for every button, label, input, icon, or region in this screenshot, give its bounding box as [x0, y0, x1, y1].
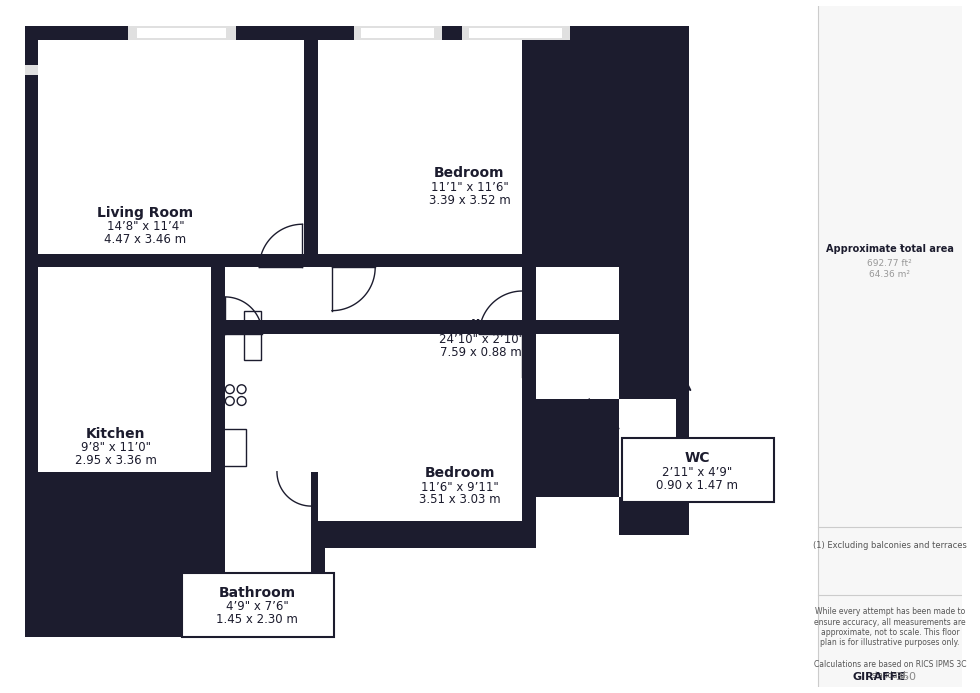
Text: 0.90 x 1.47 m: 0.90 x 1.47 m — [657, 479, 738, 491]
Bar — [211, 267, 536, 334]
Text: Bedroom: Bedroom — [424, 466, 495, 480]
Bar — [354, 26, 442, 40]
Text: Calculations are based on RICS IPMS 3C
standard.: Calculations are based on RICS IPMS 3C s… — [813, 660, 966, 680]
Bar — [818, 6, 962, 687]
Bar — [24, 26, 536, 267]
Bar — [137, 28, 226, 37]
Text: While every attempt has been made to
ensure accuracy, all measurements are
appro: While every attempt has been made to ens… — [814, 607, 965, 647]
Text: 3.51 x 3.03 m: 3.51 x 3.03 m — [418, 493, 501, 507]
Bar — [318, 40, 522, 254]
Bar — [224, 472, 312, 623]
Bar — [220, 428, 246, 466]
Bar — [621, 439, 774, 502]
Text: 24’10" x 2’10": 24’10" x 2’10" — [439, 333, 523, 346]
Bar — [318, 334, 536, 534]
Text: 1.45 x 2.30 m: 1.45 x 2.30 m — [217, 613, 298, 626]
Bar — [362, 28, 434, 37]
Bar — [224, 267, 522, 320]
Bar — [244, 310, 262, 360]
Bar — [24, 486, 38, 534]
Text: 2.95 x 3.36 m: 2.95 x 3.36 m — [74, 454, 157, 467]
Bar — [24, 486, 224, 637]
Bar — [127, 26, 236, 40]
Text: 360: 360 — [895, 672, 916, 682]
Bar — [469, 28, 562, 37]
Bar — [536, 334, 618, 399]
Text: 11’1" x 11’6": 11’1" x 11’6" — [430, 181, 509, 194]
Text: Kitchen: Kitchen — [86, 427, 146, 441]
Text: 9’8" x 11’0": 9’8" x 11’0" — [81, 441, 151, 455]
Bar — [38, 40, 305, 254]
Text: 7.59 x 0.88 m: 7.59 x 0.88 m — [440, 346, 522, 359]
Bar — [536, 26, 690, 267]
Text: Living Room: Living Room — [97, 206, 193, 220]
Bar — [618, 399, 675, 498]
Text: GIRAFFE: GIRAFFE — [853, 672, 906, 682]
Text: Bedroom: Bedroom — [434, 166, 505, 180]
Text: 692.77 ft²: 692.77 ft² — [867, 258, 912, 267]
Bar — [224, 472, 325, 637]
Bar — [536, 498, 618, 534]
Text: 1: 1 — [899, 244, 904, 250]
Bar — [318, 534, 536, 548]
Bar — [536, 267, 618, 320]
Text: 4.47 x 3.46 m: 4.47 x 3.46 m — [104, 233, 186, 246]
Text: 11’6" x 9’11": 11’6" x 9’11" — [420, 480, 499, 493]
Text: 3.39 x 3.52 m: 3.39 x 3.52 m — [428, 194, 511, 207]
Text: Hallway: Hallway — [451, 319, 512, 333]
Text: (1) Excluding balconies and terraces: (1) Excluding balconies and terraces — [812, 541, 966, 550]
Bar — [24, 267, 224, 486]
Text: 2’11" x 4’9": 2’11" x 4’9" — [662, 466, 732, 479]
Bar — [318, 521, 536, 534]
Text: Approximate total area: Approximate total area — [826, 244, 954, 254]
Bar — [462, 26, 569, 40]
Text: Bathroom: Bathroom — [219, 586, 296, 599]
Bar — [38, 267, 211, 472]
Bar — [318, 334, 522, 521]
Text: 4’9" x 7’6": 4’9" x 7’6" — [226, 600, 289, 613]
Text: 64.36 m²: 64.36 m² — [869, 270, 910, 279]
Bar — [24, 534, 318, 548]
Bar — [536, 267, 690, 334]
Text: 14’8" x 11’4": 14’8" x 11’4" — [107, 220, 184, 234]
Bar — [536, 334, 690, 534]
Text: WC: WC — [685, 451, 710, 465]
Bar — [181, 573, 334, 637]
Bar — [24, 65, 38, 75]
Bar — [220, 428, 246, 466]
